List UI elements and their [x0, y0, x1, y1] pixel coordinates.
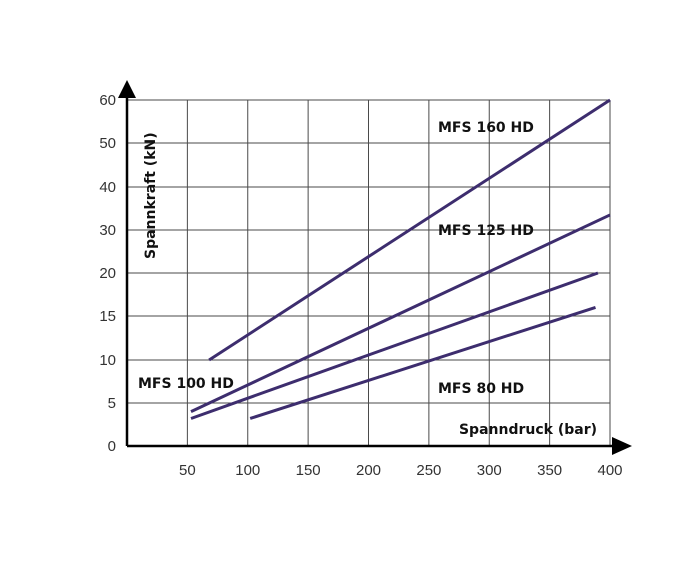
x-axis-arrow — [612, 437, 632, 455]
series-labels: MFS 160 HD MFS 125 HD MFS 100 HD MFS 80 HD — [138, 120, 534, 397]
y-tick-50: 50 — [99, 135, 116, 152]
y-tick-5: 5 — [108, 395, 116, 412]
x-tick-50: 50 — [179, 462, 196, 479]
series-line-mfs-80-hd — [249, 305, 596, 420]
y-tick-labels: 0 5 10 15 20 30 40 50 60 — [99, 92, 116, 455]
y-axis-arrow — [118, 80, 136, 98]
y-axis-label: Spannkraft (kN) — [143, 132, 159, 259]
x-tick-250: 250 — [416, 462, 441, 479]
x-axis-label: Spanndruck (bar) — [459, 422, 597, 438]
y-tick-0: 0 — [108, 438, 116, 455]
x-tick-350: 350 — [537, 462, 562, 479]
x-tick-400: 400 — [597, 462, 622, 479]
series-line-mfs-125-hd — [190, 213, 611, 413]
y-tick-10: 10 — [99, 352, 116, 369]
y-tick-15: 15 — [99, 308, 116, 325]
y-tick-60: 60 — [99, 92, 116, 109]
x-tick-300: 300 — [477, 462, 502, 479]
series-label-mfs-125-hd: MFS 125 HD — [438, 223, 534, 239]
y-tick-20: 20 — [99, 265, 116, 282]
x-tick-100: 100 — [235, 462, 260, 479]
series-line-mfs-100-hd — [190, 271, 599, 420]
axes — [118, 80, 632, 455]
series-label-mfs-100-hd: MFS 100 HD — [138, 376, 234, 392]
y-tick-40: 40 — [99, 179, 116, 196]
series-label-mfs-80-hd: MFS 80 HD — [438, 381, 524, 397]
y-tick-30: 30 — [99, 222, 116, 239]
grid — [127, 99, 611, 446]
series-line-mfs-160-hd — [208, 98, 611, 362]
x-tick-200: 200 — [356, 462, 381, 479]
x-tick-150: 150 — [296, 462, 321, 479]
series-lines — [190, 98, 611, 420]
x-tick-labels: 50 100 150 200 250 300 350 400 — [179, 462, 622, 479]
series-label-mfs-160-hd: MFS 160 HD — [438, 120, 534, 136]
